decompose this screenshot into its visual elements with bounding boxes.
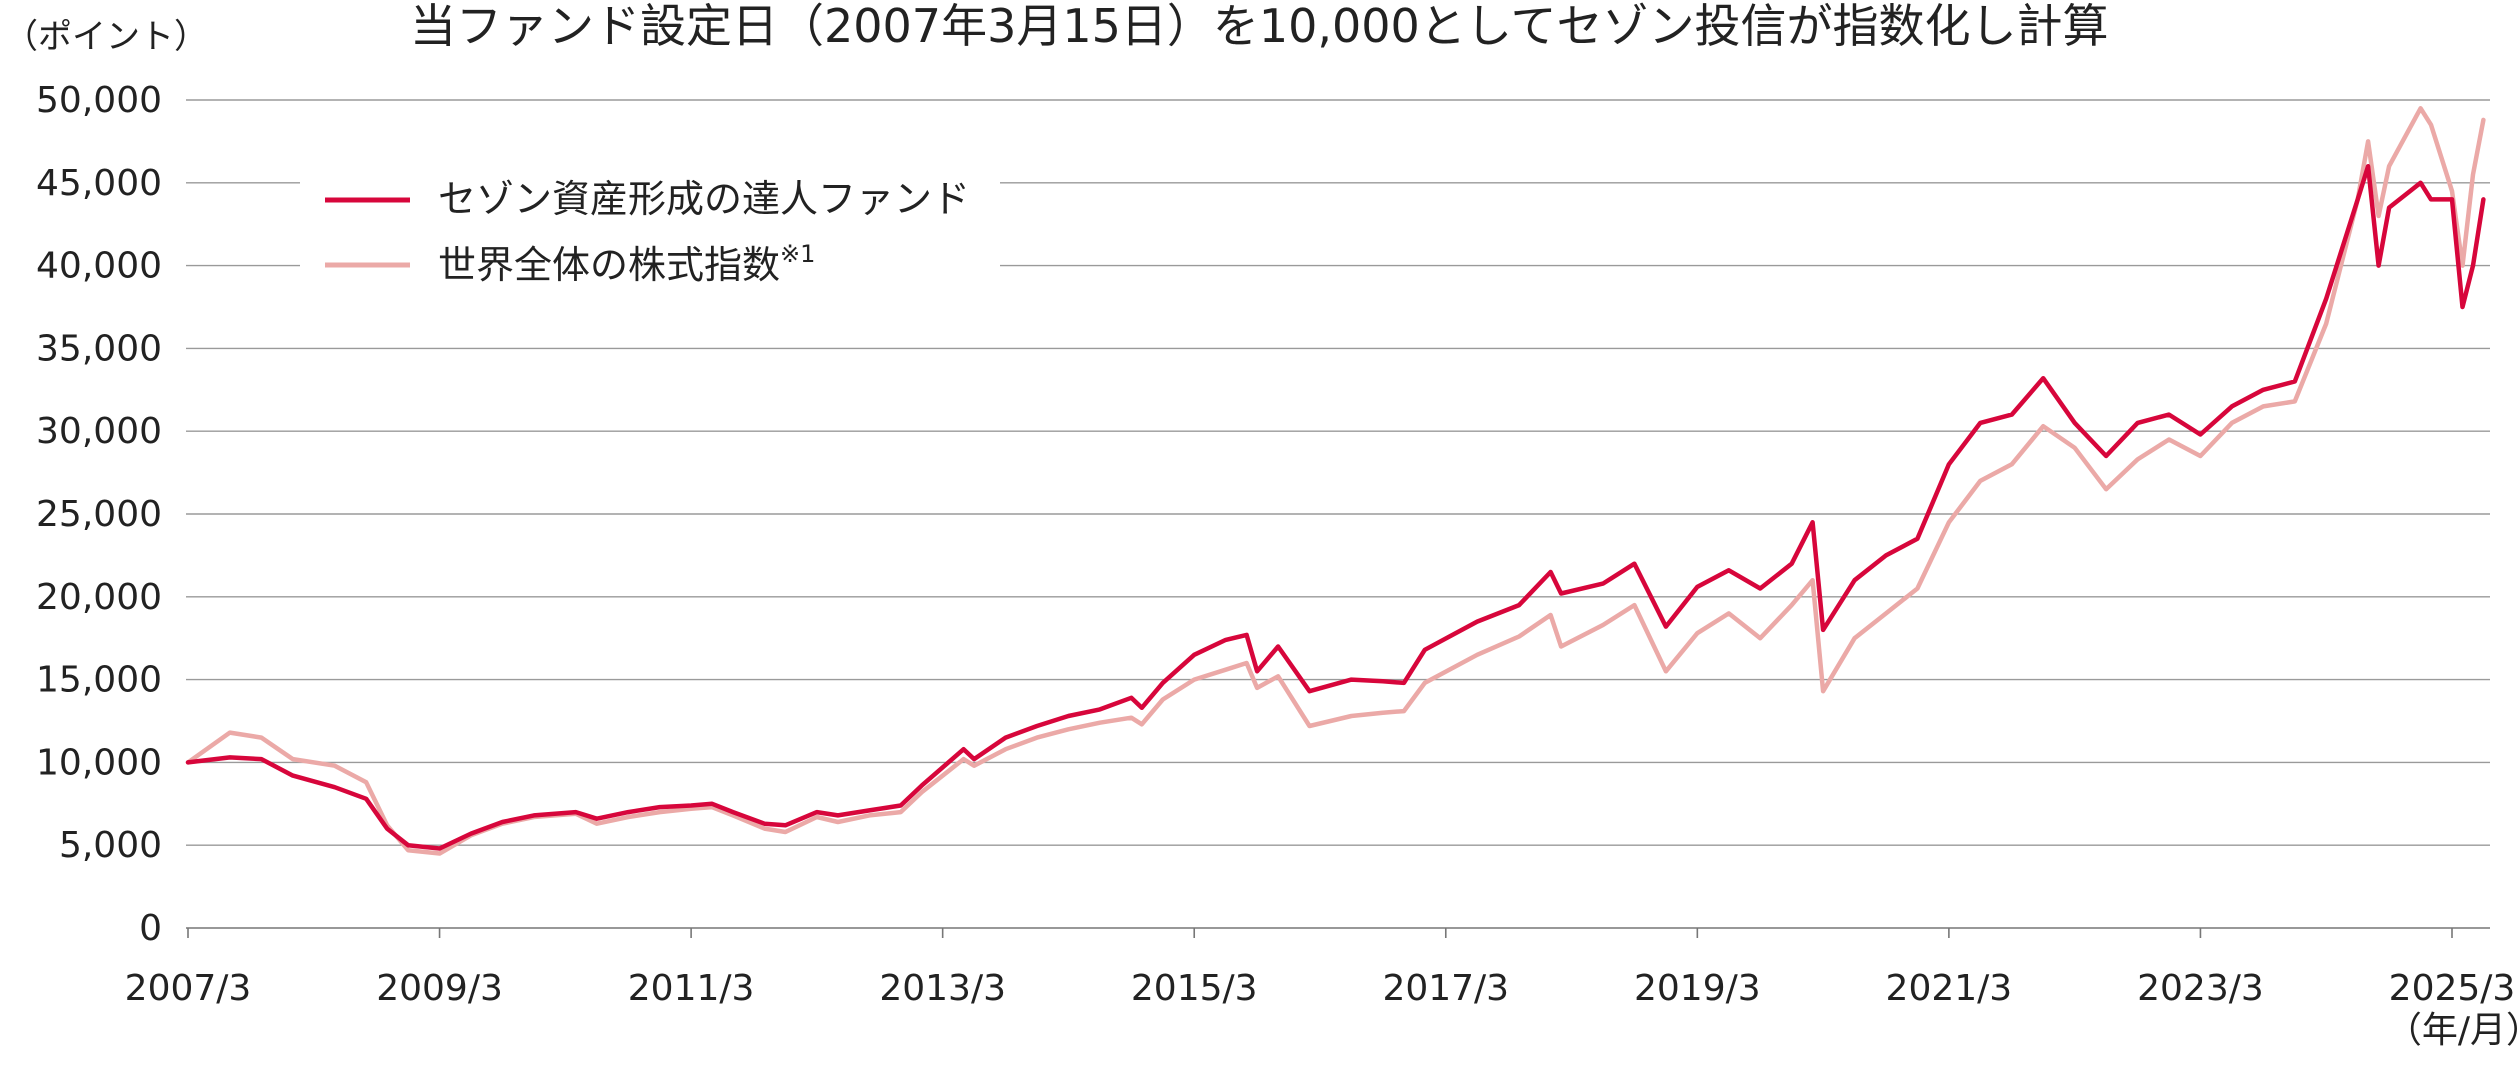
legend-footnote-marker: ※1 <box>780 240 815 268</box>
y-tick-label: 10,000 <box>36 742 162 783</box>
x-tick-label: 2023/3 <box>2137 968 2264 1009</box>
y-tick-label: 25,000 <box>36 494 162 535</box>
y-tick-label: 20,000 <box>36 577 162 618</box>
chart-title: 当ファンド設定日（2007年3月15日）を10,000としてセゾン投信が指数化し… <box>410 0 2108 53</box>
x-axis-ticks: 2007/3 2009/3 2011/3 2013/3 2015/3 2017/3 2019… <box>125 928 2516 1009</box>
y-tick-label: 40,000 <box>36 246 162 287</box>
legend: セゾン資産形成の達人ファンド 世界全体の株式指数※1 <box>300 155 1000 295</box>
y-tick-label: 35,000 <box>36 328 162 369</box>
legend-label-world-index-text: 世界全体の株式指数 <box>438 243 780 287</box>
x-tick-label: 2021/3 <box>1886 968 2013 1009</box>
x-tick-label: 2007/3 <box>125 968 252 1009</box>
x-tick-label: 2017/3 <box>1382 968 1509 1009</box>
y-tick-label: 30,000 <box>36 411 162 452</box>
grid-lines <box>186 99 2490 846</box>
x-axis-unit-label: （年/月） <box>2386 1010 2520 1051</box>
y-tick-label: 5,000 <box>59 825 162 866</box>
y-tick-label: 50,000 <box>36 80 162 121</box>
x-tick-label: 2025/3 <box>2389 968 2516 1009</box>
series-line-world-index <box>185 106 2486 856</box>
legend-background <box>300 155 1000 295</box>
series-line-fund <box>185 163 2486 851</box>
x-tick-label: 2015/3 <box>1131 968 1258 1009</box>
x-tick-label: 2013/3 <box>879 968 1006 1009</box>
y-tick-label: 15,000 <box>36 660 162 701</box>
y-axis-unit-label: （ポイント） <box>4 17 208 57</box>
x-tick-label: 2019/3 <box>1634 968 1761 1009</box>
legend-label-world-index: 世界全体の株式指数※1 <box>438 240 815 287</box>
legend-label-fund: セゾン資産形成の達人ファンド <box>438 177 970 221</box>
y-tick-label: 0 <box>139 908 162 949</box>
x-tick-label: 2011/3 <box>628 968 755 1009</box>
x-tick-label: 2009/3 <box>376 968 503 1009</box>
series-lines <box>185 106 2486 856</box>
y-tick-label: 45,000 <box>36 163 162 204</box>
y-axis-ticks: 0 5,000 10,000 15,000 20,000 25,000 30,000 35,0… <box>36 80 162 949</box>
